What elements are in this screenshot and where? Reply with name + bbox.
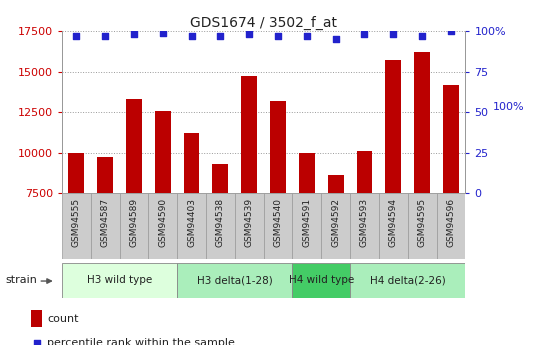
Point xyxy=(302,33,311,39)
Bar xyxy=(183,133,200,193)
Point xyxy=(360,31,369,37)
Text: GSM94539: GSM94539 xyxy=(245,198,254,247)
Bar xyxy=(235,193,264,259)
Text: H3 wild type: H3 wild type xyxy=(87,275,152,285)
Point xyxy=(72,33,81,39)
Text: GSM94589: GSM94589 xyxy=(130,198,138,247)
Title: GDS1674 / 3502_f_at: GDS1674 / 3502_f_at xyxy=(190,16,337,30)
Text: GSM94590: GSM94590 xyxy=(158,198,167,247)
Text: GSM94593: GSM94593 xyxy=(360,198,369,247)
Bar xyxy=(293,263,350,298)
Point xyxy=(187,33,196,39)
Text: percentile rank within the sample: percentile rank within the sample xyxy=(47,338,235,345)
Point xyxy=(158,30,167,36)
Bar xyxy=(241,76,257,193)
Bar xyxy=(414,52,430,193)
Bar xyxy=(357,151,372,193)
Text: count: count xyxy=(47,314,79,324)
Bar xyxy=(91,193,119,259)
Bar xyxy=(293,193,321,259)
Point xyxy=(418,33,427,39)
Text: H4 wild type: H4 wild type xyxy=(289,275,354,285)
Bar xyxy=(328,175,344,193)
Text: H4 delta(2-26): H4 delta(2-26) xyxy=(370,275,445,285)
Text: H3 delta(1-28): H3 delta(1-28) xyxy=(197,275,273,285)
Bar xyxy=(177,263,293,298)
Bar xyxy=(177,193,206,259)
Bar xyxy=(385,60,401,193)
Text: GSM94596: GSM94596 xyxy=(447,198,456,247)
Point xyxy=(331,37,340,42)
Text: GSM94540: GSM94540 xyxy=(273,198,282,247)
Bar xyxy=(321,193,350,259)
Bar xyxy=(62,193,91,259)
Point xyxy=(447,28,455,34)
Bar xyxy=(299,152,315,193)
Bar xyxy=(408,193,436,259)
Text: GSM94594: GSM94594 xyxy=(389,198,398,247)
Text: GSM94592: GSM94592 xyxy=(331,198,340,247)
Point xyxy=(245,31,253,37)
Bar xyxy=(436,193,465,259)
Bar xyxy=(443,85,459,193)
Bar xyxy=(264,193,293,259)
Point xyxy=(216,33,225,39)
Bar xyxy=(126,99,142,193)
Bar xyxy=(213,164,228,193)
Bar xyxy=(350,263,465,298)
Text: GSM94587: GSM94587 xyxy=(101,198,110,247)
Text: GSM94538: GSM94538 xyxy=(216,198,225,247)
Point xyxy=(33,340,41,345)
Text: GSM94555: GSM94555 xyxy=(72,198,81,247)
Point xyxy=(389,31,398,37)
Bar xyxy=(350,193,379,259)
Bar xyxy=(31,310,43,327)
Y-axis label: 100%: 100% xyxy=(493,102,525,112)
Bar xyxy=(379,193,408,259)
Text: GSM94591: GSM94591 xyxy=(302,198,312,247)
Point xyxy=(101,33,109,39)
Bar xyxy=(148,193,177,259)
Bar xyxy=(155,110,171,193)
Bar xyxy=(206,193,235,259)
Text: GSM94595: GSM94595 xyxy=(417,198,427,247)
Bar xyxy=(270,101,286,193)
Text: GSM94403: GSM94403 xyxy=(187,198,196,247)
Bar xyxy=(68,152,84,193)
Bar xyxy=(119,193,148,259)
Point xyxy=(274,33,282,39)
Bar xyxy=(97,157,113,193)
Point xyxy=(130,31,138,37)
Bar xyxy=(62,263,177,298)
Text: strain: strain xyxy=(5,275,37,285)
